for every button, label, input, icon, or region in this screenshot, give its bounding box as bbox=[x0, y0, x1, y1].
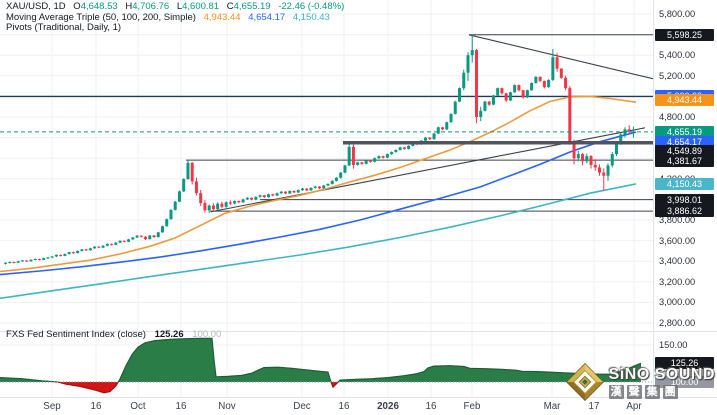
ma-indicator-row[interactable]: Moving Average Triple (50, 100, 200, Sim… bbox=[6, 11, 349, 24]
daily-change-label: -22.46 (-0.48%) bbox=[278, 1, 345, 12]
price-tick: 3,000.00 bbox=[659, 297, 696, 308]
price-label-badge: 4,381.67 bbox=[655, 155, 714, 168]
price-label-badge: 4,549.89 bbox=[655, 144, 714, 157]
sentiment-value: 125.26 bbox=[154, 329, 184, 340]
price-tick: 5,400.00 bbox=[659, 50, 696, 61]
sentiment-tick: 150.00 bbox=[659, 340, 688, 350]
sentiment-area-series bbox=[0, 337, 653, 394]
price-tick: 5,200.00 bbox=[659, 70, 696, 81]
ma200-line bbox=[0, 183, 637, 300]
time-tick: Apr bbox=[626, 401, 642, 412]
ohlc-low: L4,600.81 bbox=[176, 1, 220, 12]
time-tick: Mar bbox=[543, 401, 561, 412]
ma200-value: 4,150.43 bbox=[292, 11, 330, 23]
symbol-interval-label: XAU/USD, 1D bbox=[6, 1, 66, 12]
price-tick: 3,600.00 bbox=[659, 235, 696, 246]
price-tick: 2,800.00 bbox=[659, 318, 696, 328]
price-label-badge: 3,998.01 bbox=[655, 193, 714, 206]
price-tick: 4,800.00 bbox=[659, 112, 696, 122]
price-pane bbox=[0, 34, 653, 300]
price-label-badge: 3,886.62 bbox=[655, 205, 714, 218]
time-tick: Nov bbox=[218, 401, 236, 412]
price-label-badge: 4,943.44 bbox=[655, 94, 714, 107]
ohlc-close: C4,655.19 bbox=[226, 1, 271, 12]
time-tick: 16 bbox=[338, 401, 350, 412]
ma100-value: 4,654.17 bbox=[248, 11, 286, 23]
price-label-badge: 4,655.19 bbox=[655, 125, 714, 138]
price-tick: 3,800.00 bbox=[659, 215, 696, 225]
time-tick: Feb bbox=[463, 401, 481, 412]
sentiment-base-value: 100.00 bbox=[192, 329, 222, 340]
price-tick: 5,800.00 bbox=[659, 9, 696, 19]
time-tick: Sep bbox=[43, 401, 61, 412]
watermark-brand-text: SiNO SOUND bbox=[608, 365, 715, 383]
watermark-chinese-text: 漢聲集團 bbox=[608, 384, 678, 399]
time-tick: 17 bbox=[588, 401, 600, 412]
time-tick: 16 bbox=[90, 401, 102, 412]
time-tick: 2026 bbox=[377, 401, 399, 412]
ma50-line bbox=[0, 95, 637, 273]
price-tick: 3,400.00 bbox=[659, 256, 696, 267]
pivots-indicator-row[interactable]: Pivots (Traditional, Daily, 1) bbox=[6, 22, 349, 34]
ohlc-open: O4,648.53 bbox=[73, 1, 118, 12]
sentiment-indicator-title: FXS Fed Sentiment Index (close) bbox=[6, 329, 146, 340]
time-tick: 16 bbox=[425, 401, 437, 412]
sino-sound-watermark: SiNO SOUND 漢聲集團 bbox=[565, 363, 715, 401]
ma50-value: 4,943.44 bbox=[203, 11, 241, 23]
ma-indicator-title: Moving Average Triple (50, 100, 200, Sim… bbox=[6, 11, 196, 23]
pivots-indicator-title: Pivots (Traditional, Daily, 1) bbox=[6, 22, 122, 33]
sentiment-label-badge: 125.26 bbox=[655, 357, 714, 370]
price-label-badge: 4,150.43 bbox=[655, 177, 714, 190]
price-label-badge: 5,598.25 bbox=[655, 28, 714, 41]
ma100-line bbox=[0, 131, 637, 276]
time-tick: 16 bbox=[175, 401, 187, 412]
price-tick: 3,200.00 bbox=[659, 276, 696, 287]
symbol-ohlc-row[interactable]: XAU/USD, 1D O4,648.53 H4,706.76 L4,600.8… bbox=[6, 1, 349, 13]
time-tick: Oct bbox=[130, 401, 146, 412]
ohlc-high: H4,706.76 bbox=[125, 1, 170, 12]
time-tick: Dec bbox=[293, 401, 311, 412]
sentiment-indicator-row[interactable]: FXS Fed Sentiment Index (close) 125.26 1… bbox=[6, 329, 221, 340]
sino-sound-logo-icon bbox=[565, 363, 604, 401]
chart-legend[interactable]: XAU/USD, 1D O4,648.53 H4,706.76 L4,600.8… bbox=[6, 1, 349, 34]
